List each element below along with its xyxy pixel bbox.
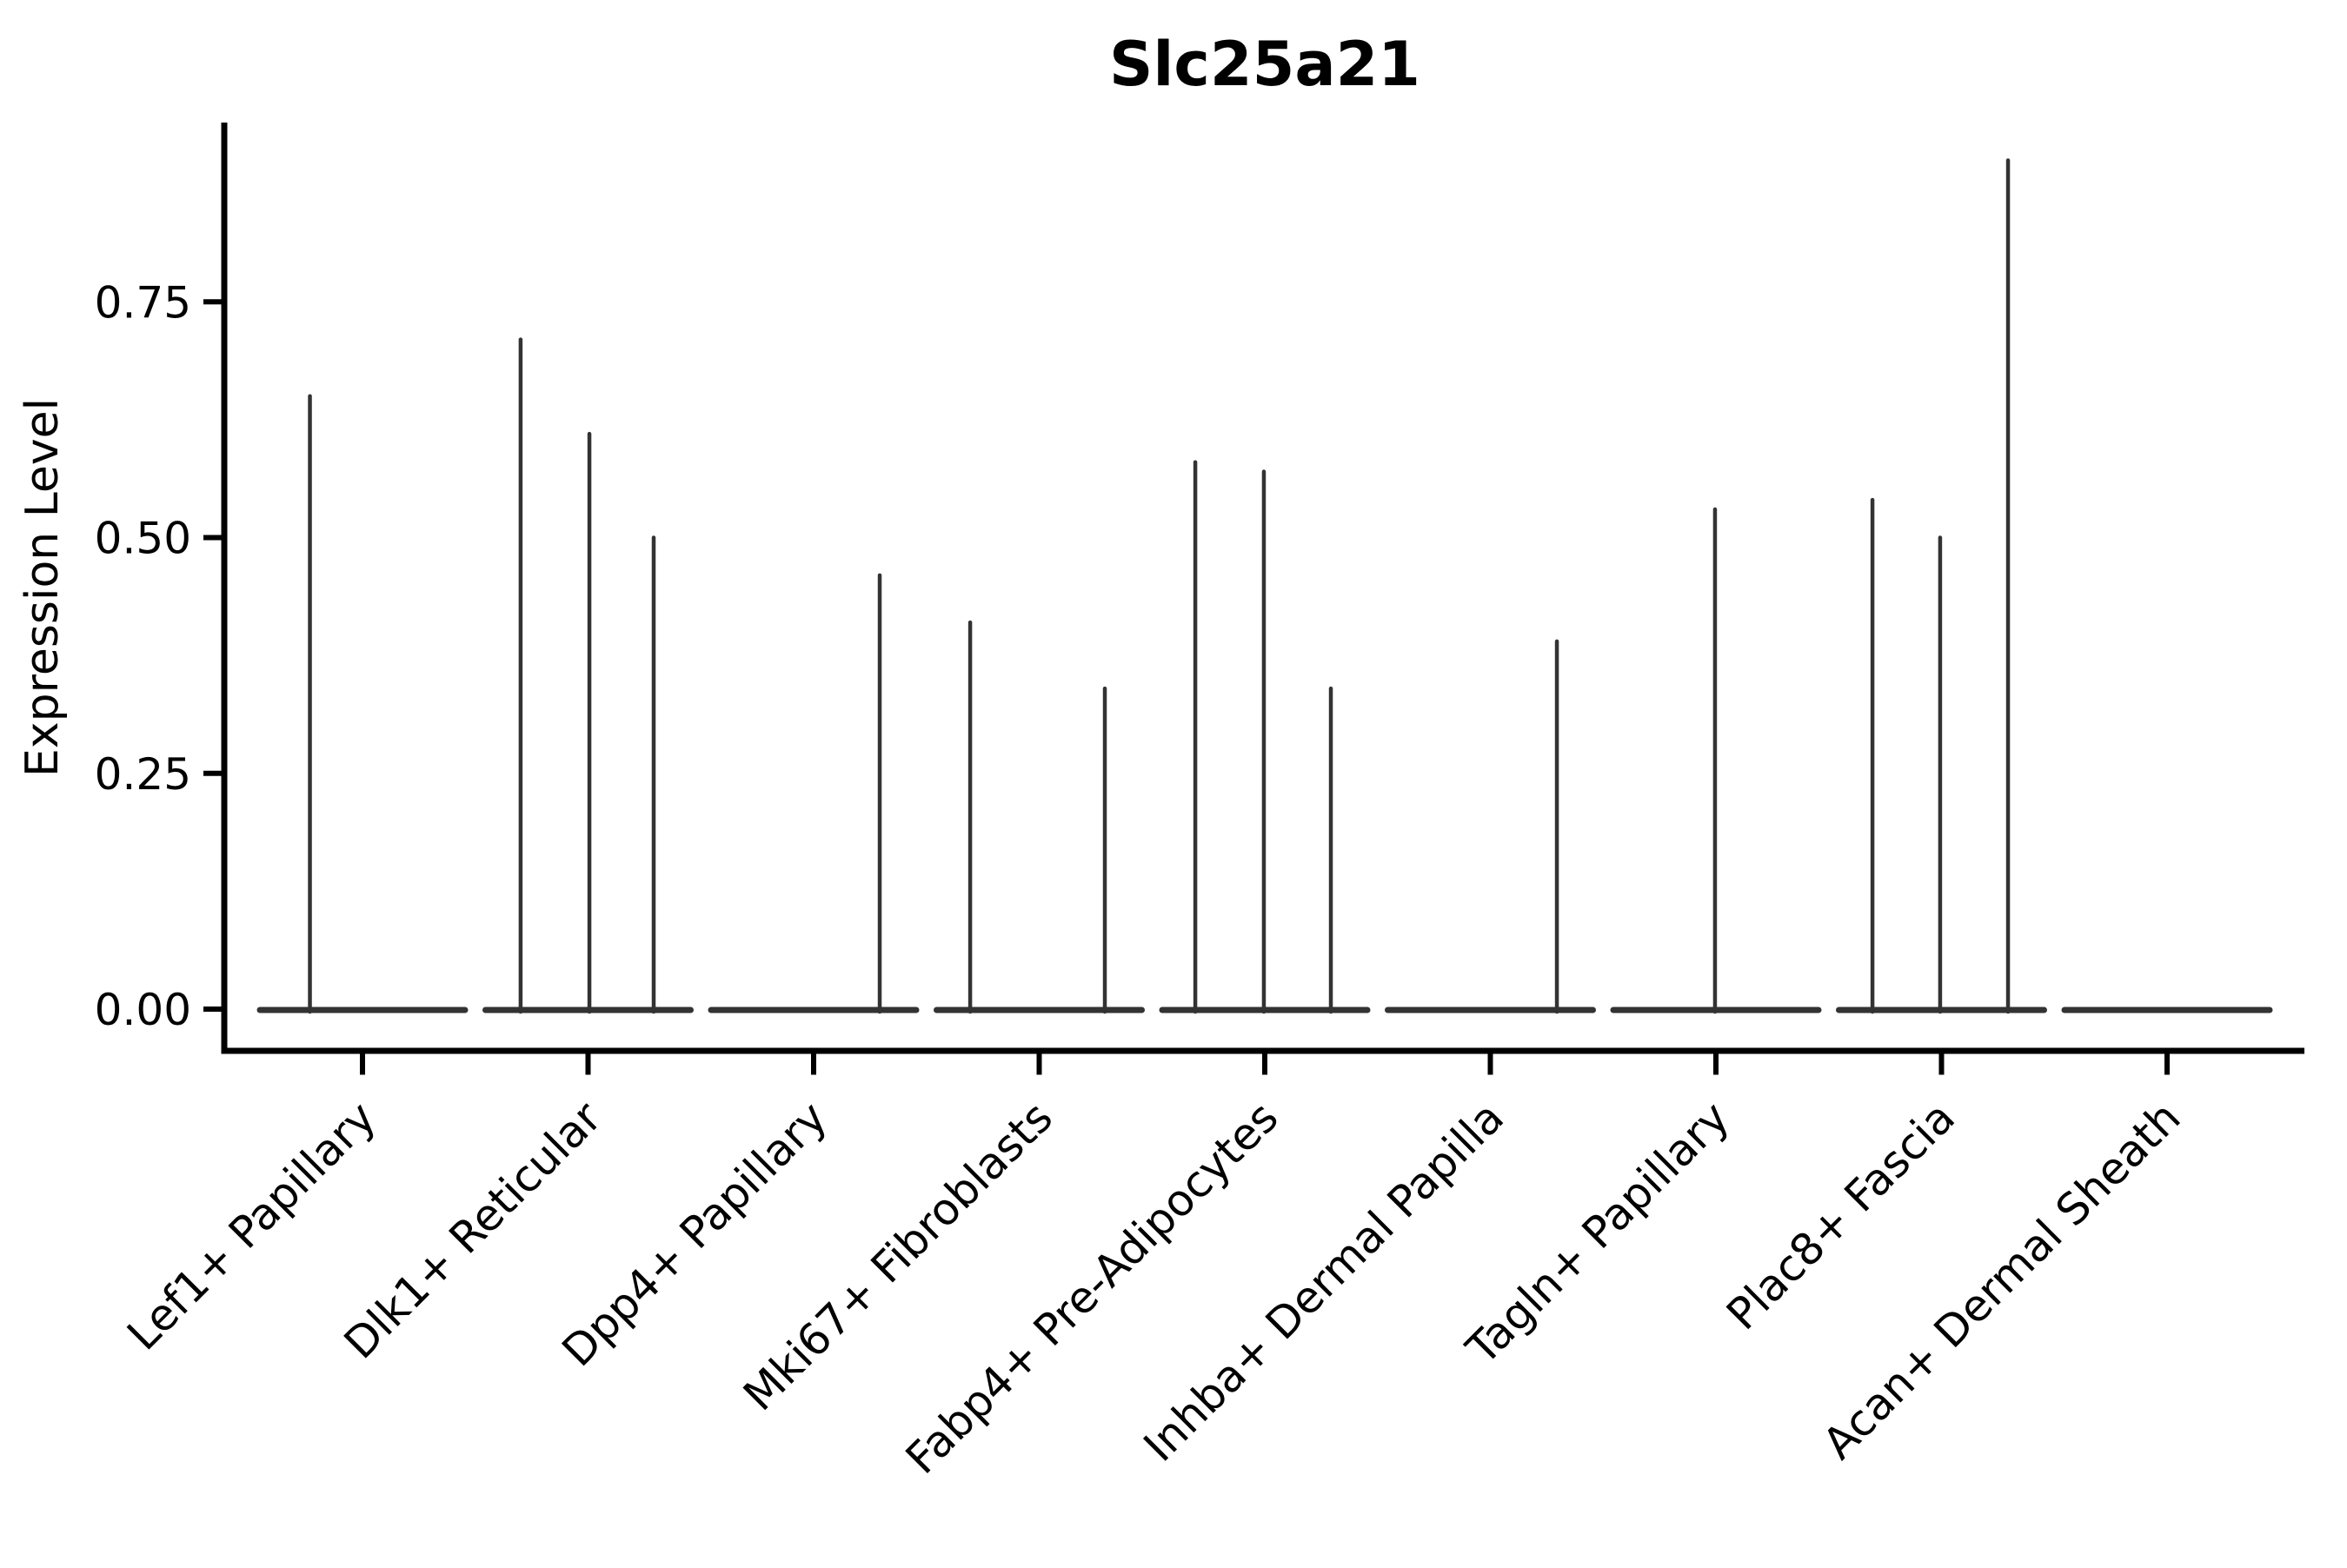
y-tick-label: 0.75: [95, 277, 191, 328]
chart-title: Slc25a21: [1109, 29, 1420, 100]
y-tick-label: 0.25: [95, 749, 191, 800]
y-axis-ticks-group: 0.00 0.25 0.50 0.75: [95, 277, 224, 1035]
violins-group: [256, 158, 2273, 1014]
y-tick-label: 0.00: [95, 985, 191, 1035]
axes-spines-group: [221, 123, 2304, 1054]
y-tick-label: 0.50: [95, 514, 191, 564]
y-axis-label: Expression Level: [17, 398, 69, 777]
